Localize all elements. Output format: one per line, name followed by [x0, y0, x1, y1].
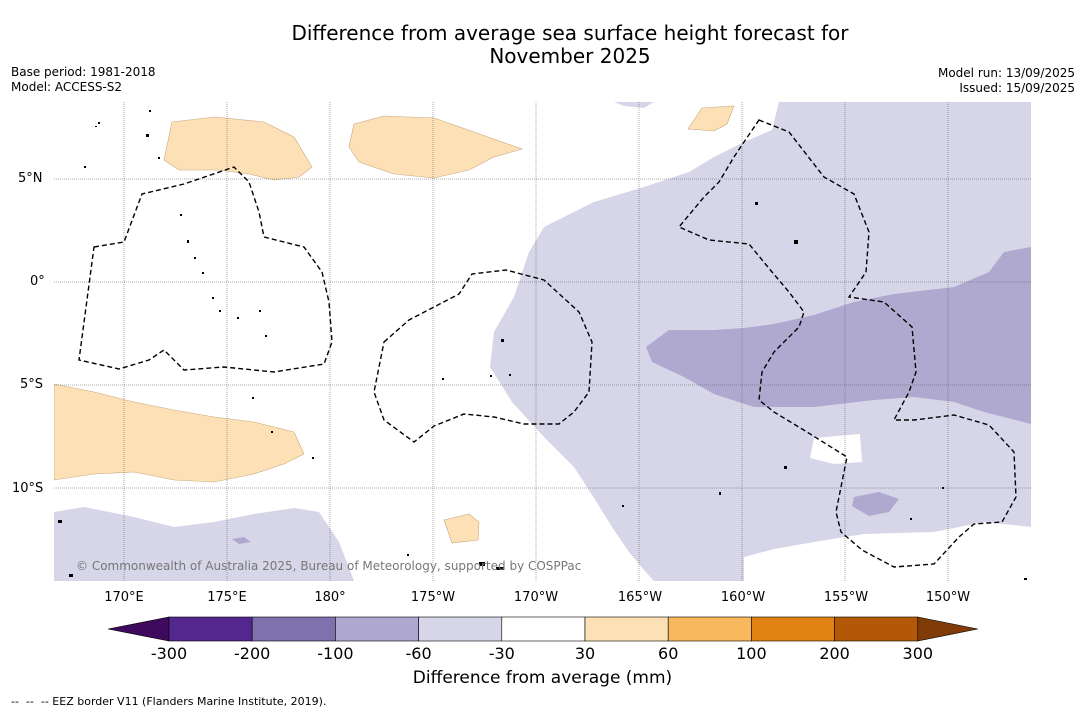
legend-swatch — [751, 616, 835, 642]
legend-extend-high — [917, 616, 978, 642]
sea-level-map — [54, 102, 1031, 581]
lat-label: 10°S — [12, 481, 44, 496]
meta-left: Base period: 1981-2018 Model: ACCESS-S2 — [11, 65, 156, 94]
eez-border-tokelau — [373, 269, 593, 443]
lon-label: 155°W — [823, 590, 869, 605]
lon-label: 170°W — [513, 590, 559, 605]
legend-swatch — [501, 616, 586, 642]
legend-swatch — [667, 616, 752, 642]
anomaly-region-medium-tiny — [232, 537, 251, 544]
positive-region-1 — [163, 116, 313, 181]
legend-tick-label: 30 — [574, 644, 596, 663]
legend-tick-label: -100 — [317, 644, 354, 663]
lon-label: 150°W — [925, 590, 971, 605]
legend-swatch — [418, 616, 503, 642]
legend-swatch — [584, 616, 669, 642]
eez-borders — [78, 119, 1017, 568]
lon-label: 160°W — [720, 590, 766, 605]
meta-right: Model run: 13/09/2025 Issued: 15/09/2025 — [938, 66, 1075, 95]
lon-label: 165°W — [617, 590, 663, 605]
title-line-2: November 2025 — [489, 44, 651, 68]
lat-label: 0° — [30, 274, 45, 289]
legend-tick-label: 100 — [736, 644, 767, 663]
islands — [58, 110, 1027, 580]
lon-label: 175°E — [207, 590, 247, 605]
title-line-1: Difference from average sea surface heig… — [291, 21, 849, 45]
graticule — [54, 102, 1031, 581]
lat-label: 5°N — [18, 171, 43, 186]
legend-swatch — [834, 616, 919, 642]
lon-label: 180° — [314, 590, 346, 605]
legend-tick-label: 60 — [658, 644, 679, 663]
positive-region-3 — [687, 105, 735, 132]
lon-label: 175°W — [410, 590, 456, 605]
anomaly-region-light-top — [614, 102, 654, 108]
eez-footnote: -- -- -- EEZ border V11 (Flanders Marine… — [11, 695, 327, 708]
legend-extend-low — [108, 616, 170, 642]
legend-label: Difference from average (mm) — [412, 668, 673, 688]
legend-tick-label: 300 — [902, 644, 934, 663]
map-title: Difference from average sea surface heig… — [0, 22, 1085, 68]
anomaly-region-medium-small — [852, 492, 899, 516]
eez-border-kiribati — [677, 119, 1017, 568]
lon-label: 170°E — [104, 590, 144, 605]
model-name: Model: ACCESS-S2 — [11, 79, 123, 94]
legend-tick-label: -300 — [150, 644, 188, 663]
legend-tick-label: -60 — [405, 644, 432, 663]
positive-region-4 — [54, 383, 305, 483]
legend-tick-label: -30 — [488, 644, 515, 663]
lat-label: 5°S — [20, 377, 44, 392]
base-period: Base period: 1981-2018 — [11, 65, 156, 79]
positive-region-2 — [348, 115, 523, 179]
copyright-notice: © Commonwealth of Australia 2025, Bureau… — [76, 559, 582, 573]
color-legend — [108, 616, 978, 642]
positive-region-5 — [443, 513, 480, 544]
legend-tick-label: -200 — [234, 644, 271, 663]
legend-tick-label: 200 — [819, 644, 850, 663]
model-run: Model run: 13/09/2025 — [937, 66, 1075, 80]
anomaly-region-medium — [646, 247, 1031, 424]
legend-swatch — [168, 616, 253, 642]
legend-swatch — [251, 616, 336, 642]
eez-border-tuvalu — [78, 166, 333, 373]
anomaly-region-light-sw — [54, 507, 354, 581]
anomaly-region-light-north — [904, 102, 1031, 134]
issued-date: Issued: 15/09/2025 — [959, 80, 1075, 95]
legend-swatch — [335, 616, 419, 642]
